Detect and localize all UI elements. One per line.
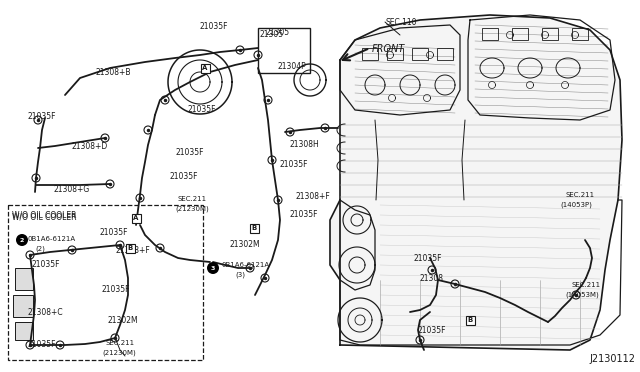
Text: 21035F: 21035F [102,285,131,294]
Text: 21035F: 21035F [418,326,447,335]
Text: 21035F: 21035F [188,105,216,114]
Bar [15,268,33,290]
Bar [13,295,33,317]
Text: 21035F: 21035F [27,112,56,121]
Bar [362,48,378,60]
Text: 21302M: 21302M [108,316,139,325]
Text: 21304P: 21304P [278,62,307,71]
Text: A: A [133,215,139,221]
Text: FRONT: FRONT [372,44,405,54]
Bar [437,48,453,60]
Text: SEC.211: SEC.211 [178,196,207,202]
Text: 21035F: 21035F [280,160,308,169]
Text: B: B [467,317,472,323]
Text: SEC.110: SEC.110 [385,18,417,27]
Text: (2): (2) [35,246,45,253]
Text: (21230M): (21230M) [175,206,209,212]
Circle shape [16,234,28,246]
Bar [125,244,134,253]
Text: 21035F: 21035F [290,210,319,219]
Text: 2: 2 [20,237,24,243]
Text: J2130112: J2130112 [589,354,635,364]
Text: SEC.211: SEC.211 [105,340,134,346]
Text: 21308+F: 21308+F [295,192,330,201]
Text: (21230M): (21230M) [102,350,136,356]
Text: 21308: 21308 [420,274,444,283]
Text: 21308+F: 21308+F [115,246,150,255]
Text: 21035F: 21035F [170,172,198,181]
Bar [8,205,203,360]
Text: B: B [127,245,132,251]
Text: 21035F: 21035F [28,340,56,349]
Text: 21305: 21305 [265,28,289,37]
Text: 21308+C: 21308+C [28,308,63,317]
Text: A: A [202,65,208,71]
Bar [387,48,403,60]
Text: W/O OIL COOLER: W/O OIL COOLER [12,212,77,221]
Bar [572,28,588,40]
Text: 21308H: 21308H [290,140,320,149]
Text: 21308+D: 21308+D [72,142,108,151]
Text: 21308+B: 21308+B [95,68,131,77]
Bar [482,28,498,40]
Text: (14053M): (14053M) [565,292,599,298]
Bar [200,64,209,73]
Text: B: B [252,225,257,231]
Circle shape [207,262,219,274]
Text: (3): (3) [235,272,245,279]
Text: 21308+G: 21308+G [53,185,89,194]
Bar [512,28,528,40]
Polygon shape [330,15,622,350]
Text: SEC.211: SEC.211 [572,282,601,288]
Bar [412,48,428,60]
Text: SEC.211: SEC.211 [565,192,594,198]
Bar [15,322,33,340]
Text: 3: 3 [211,266,215,270]
Text: 21035F: 21035F [200,22,228,31]
Text: (14053P): (14053P) [560,202,592,208]
Text: 21305: 21305 [260,30,284,39]
Bar [258,28,310,73]
Text: 21035F: 21035F [32,260,61,269]
Text: 21035F: 21035F [175,148,204,157]
Bar [542,28,558,40]
Text: 0B1A6-6121A: 0B1A6-6121A [28,236,76,242]
Text: 21035F: 21035F [100,228,129,237]
Text: W/O OIL COOLER: W/O OIL COOLER [12,210,77,219]
Text: 21302M: 21302M [230,240,260,249]
Text: 0B1A6-6121A: 0B1A6-6121A [222,262,270,268]
Bar [131,214,141,222]
Bar [250,224,259,232]
Bar [465,315,474,324]
Text: 21035F: 21035F [413,254,442,263]
